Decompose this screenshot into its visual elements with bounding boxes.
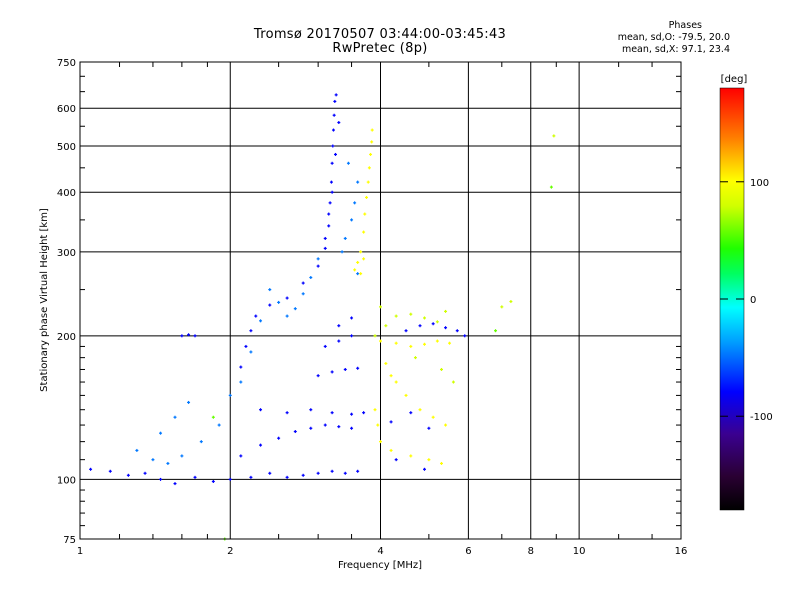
colorbar-unit-label: [deg] bbox=[721, 74, 748, 85]
x-tick-label: 1 bbox=[77, 546, 83, 557]
colorbar-tick-label: -100 bbox=[750, 412, 773, 423]
chart-title-line2: RwPretec (8p) bbox=[332, 41, 428, 56]
colorbar-ticks: 100 0 -100 bbox=[720, 178, 773, 423]
y-tick-label: 750 bbox=[57, 58, 76, 69]
phase-stats-title: Phases bbox=[668, 20, 702, 31]
x-tick-label: 10 bbox=[573, 546, 586, 557]
axis-ticks: 1 2 4 6 8 10 16 75 100 200 300 400 500 600 750 bbox=[57, 58, 687, 557]
x-tick-label: 8 bbox=[528, 546, 534, 557]
x-tick-label: 16 bbox=[675, 546, 688, 557]
y-tick-label: 200 bbox=[57, 332, 76, 343]
y-tick-label: 75 bbox=[63, 535, 76, 546]
x-tick-label: 6 bbox=[465, 546, 471, 557]
x-axis-label: Frequency [MHz] bbox=[338, 560, 422, 571]
chart-title-line1: Tromsø 20170507 03:44:00-03:45:43 bbox=[253, 27, 507, 42]
x-tick-label: 2 bbox=[227, 546, 233, 557]
colorbar-tick-label: 0 bbox=[750, 295, 756, 306]
plot-frame bbox=[79, 61, 682, 540]
y-tick-label: 100 bbox=[57, 475, 76, 486]
colorbar-tick-label: 100 bbox=[750, 178, 769, 189]
phase-stats-o: mean, sd,O: -79.5, 20.0 bbox=[617, 32, 730, 43]
phase-stats-x: mean, sd,X: 97.1, 23.4 bbox=[621, 44, 730, 55]
data-points bbox=[89, 93, 556, 541]
y-tick-label: 300 bbox=[57, 248, 76, 259]
y-tick-label: 600 bbox=[57, 104, 76, 115]
y-axis-label: Stationary phase Virtual Height [km] bbox=[39, 208, 50, 392]
y-tick-label: 500 bbox=[57, 142, 76, 153]
x-tick-label: 4 bbox=[377, 546, 383, 557]
y-tick-label: 400 bbox=[57, 188, 76, 199]
phase-stats: Phases mean, sd,O: -79.5, 20.0 mean, sd,… bbox=[590, 20, 730, 56]
grid-lines bbox=[80, 62, 681, 539]
